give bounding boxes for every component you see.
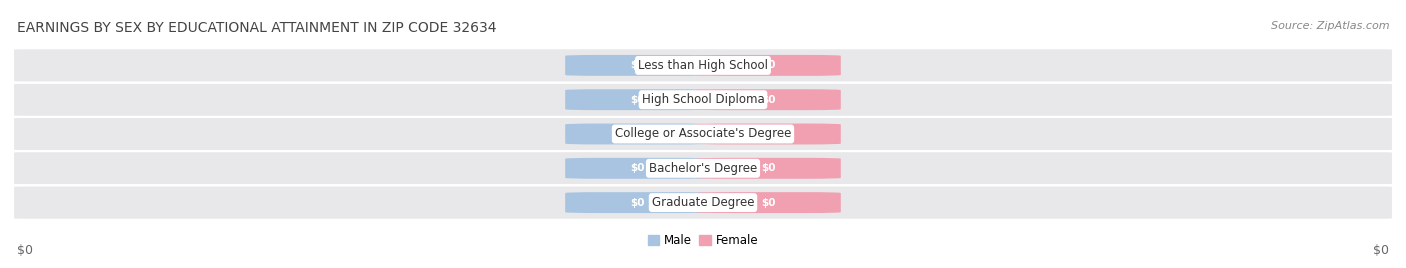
Text: $0: $0 [630, 60, 645, 70]
FancyBboxPatch shape [696, 124, 841, 144]
FancyBboxPatch shape [14, 187, 1392, 219]
Text: Bachelor's Degree: Bachelor's Degree [650, 162, 756, 175]
FancyBboxPatch shape [14, 118, 1392, 150]
FancyBboxPatch shape [696, 55, 841, 76]
Text: $0: $0 [761, 198, 776, 208]
Text: Less than High School: Less than High School [638, 59, 768, 72]
Text: $0: $0 [630, 163, 645, 173]
Legend: Male, Female: Male, Female [643, 229, 763, 252]
Text: $0: $0 [630, 95, 645, 105]
Text: $0: $0 [761, 129, 776, 139]
FancyBboxPatch shape [565, 192, 710, 213]
FancyBboxPatch shape [565, 158, 710, 179]
Text: $0: $0 [761, 95, 776, 105]
Text: $0: $0 [761, 163, 776, 173]
FancyBboxPatch shape [14, 152, 1392, 184]
FancyBboxPatch shape [565, 55, 710, 76]
Text: Graduate Degree: Graduate Degree [652, 196, 754, 209]
Text: High School Diploma: High School Diploma [641, 93, 765, 106]
Text: Source: ZipAtlas.com: Source: ZipAtlas.com [1271, 21, 1389, 31]
Text: College or Associate's Degree: College or Associate's Degree [614, 128, 792, 140]
Text: EARNINGS BY SEX BY EDUCATIONAL ATTAINMENT IN ZIP CODE 32634: EARNINGS BY SEX BY EDUCATIONAL ATTAINMEN… [17, 21, 496, 35]
Text: $0: $0 [630, 198, 645, 208]
FancyBboxPatch shape [696, 192, 841, 213]
FancyBboxPatch shape [14, 49, 1392, 81]
FancyBboxPatch shape [565, 89, 710, 110]
Text: $0: $0 [630, 129, 645, 139]
FancyBboxPatch shape [696, 158, 841, 179]
FancyBboxPatch shape [14, 84, 1392, 116]
Text: $0: $0 [17, 244, 32, 257]
Text: $0: $0 [761, 60, 776, 70]
Text: $0: $0 [1374, 244, 1389, 257]
FancyBboxPatch shape [565, 124, 710, 144]
FancyBboxPatch shape [696, 89, 841, 110]
